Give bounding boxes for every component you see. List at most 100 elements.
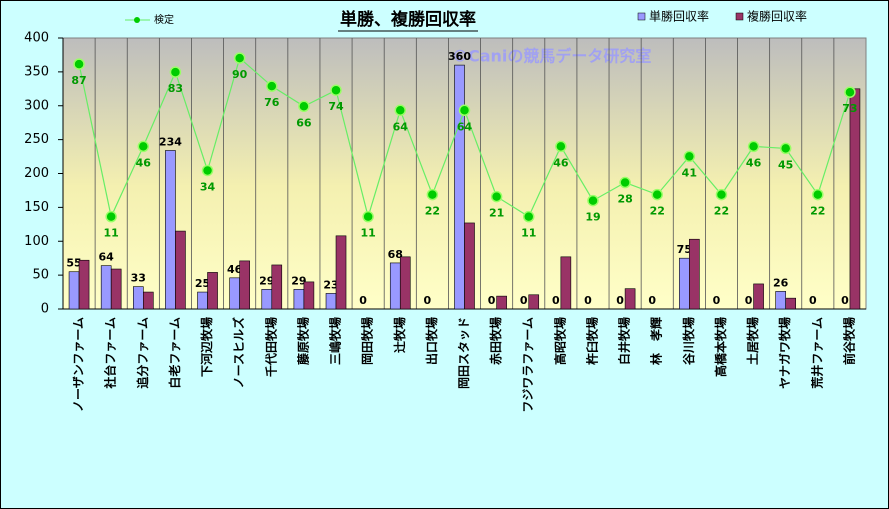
data-label: 34	[200, 180, 216, 193]
marker	[169, 66, 182, 78]
marker	[426, 188, 439, 201]
data-label: 22	[650, 205, 665, 218]
data-label: 0	[841, 294, 849, 307]
data-label: 22	[714, 205, 729, 218]
bar	[496, 295, 507, 310]
bar	[335, 235, 347, 310]
legend-label: 検定	[154, 13, 174, 26]
y-tick-label: 400	[24, 31, 49, 46]
data-label: 75	[677, 243, 692, 256]
bar	[303, 281, 315, 310]
marker	[137, 140, 150, 153]
data-label: 28	[617, 193, 632, 206]
data-label: 46	[136, 156, 152, 169]
data-label: 46	[227, 263, 243, 276]
data-label: 19	[585, 211, 600, 224]
marker	[747, 140, 760, 153]
data-label: 11	[360, 227, 375, 240]
bar	[207, 272, 218, 310]
x-tick-label: ヤナガワ牧場	[777, 317, 792, 389]
data-label: 26	[773, 276, 789, 289]
x-tick-label: 白老ファーム	[167, 317, 182, 389]
bar	[325, 293, 337, 310]
bar	[143, 291, 154, 310]
data-label: 23	[323, 278, 338, 291]
marker	[715, 188, 728, 201]
marker	[458, 104, 471, 117]
bar	[197, 291, 208, 310]
legend-label: 単勝回収率	[649, 9, 709, 24]
data-label: 0	[745, 294, 753, 307]
y-tick-label: 350	[24, 64, 49, 79]
bar	[785, 297, 797, 310]
data-label: 64	[457, 120, 473, 133]
data-label: 46	[553, 156, 569, 169]
data-label: 360	[448, 50, 471, 63]
bar	[261, 289, 273, 310]
bar	[624, 288, 636, 310]
x-tick-label: 岡田スタッド	[457, 317, 471, 389]
x-tick-label: ノースヒルズ	[231, 317, 246, 388]
marker	[362, 210, 374, 223]
data-label: 64	[393, 120, 409, 133]
bar	[753, 283, 764, 310]
data-label: 0	[488, 294, 496, 307]
x-tick-label: 追分ファーム	[135, 317, 150, 389]
data-label: 87	[71, 74, 86, 87]
legend-swatch	[735, 12, 744, 21]
bar	[464, 222, 475, 310]
marker	[266, 80, 278, 92]
marker	[394, 104, 407, 117]
x-tick-label: ノーザンファーム	[72, 317, 86, 412]
marker	[105, 210, 117, 223]
data-label: 25	[195, 277, 210, 290]
data-label: 64	[99, 251, 115, 264]
data-label: 68	[388, 248, 403, 261]
data-label: 22	[810, 205, 825, 218]
y-tick-label: 150	[24, 200, 49, 215]
data-label: 45	[778, 158, 793, 171]
x-tick-label: 高昭牧場	[552, 317, 567, 365]
x-tick-label: 辻牧場	[392, 317, 407, 353]
data-label: 0	[713, 294, 721, 307]
marker	[844, 86, 856, 98]
data-label: 0	[359, 294, 367, 307]
y-tick-label: 100	[24, 234, 49, 249]
data-label: 0	[520, 294, 528, 307]
data-label: 11	[104, 227, 119, 240]
x-tick-label: 下河辺牧場	[199, 317, 214, 377]
data-label: 11	[521, 227, 536, 240]
data-label: 0	[552, 294, 560, 307]
marker	[490, 190, 503, 203]
x-tick-label: 杵臼牧場	[584, 317, 599, 365]
x-tick-label: 土居牧場	[745, 317, 760, 365]
bar	[165, 150, 176, 310]
data-label: 0	[616, 294, 624, 307]
x-tick-label: 高橋本牧場	[713, 317, 728, 377]
x-tick-label: 谷川牧場	[681, 317, 696, 365]
x-tick-label: 三嶋牧場	[328, 317, 343, 365]
data-label: 73	[842, 102, 857, 115]
bar	[849, 88, 861, 310]
x-tick-label: 白井牧場	[617, 317, 632, 365]
data-label: 29	[259, 274, 274, 287]
x-tick-label: 岡田牧場	[360, 317, 375, 365]
marker	[812, 188, 824, 201]
marker	[73, 58, 85, 70]
marker	[555, 140, 567, 153]
data-label: 41	[682, 166, 697, 179]
bar	[689, 238, 700, 310]
x-tick-label: 荒井ファーム	[809, 317, 824, 390]
y-tick-label: 300	[24, 98, 49, 113]
bar	[775, 291, 787, 310]
bar	[293, 289, 305, 310]
bar	[399, 256, 411, 310]
data-label: 76	[264, 96, 280, 109]
y-tick-label: 250	[24, 132, 49, 147]
data-label: 33	[131, 272, 146, 285]
bar	[100, 265, 112, 310]
data-label: 46	[746, 156, 762, 169]
legend-swatch	[637, 12, 646, 21]
data-label: 0	[648, 294, 656, 307]
